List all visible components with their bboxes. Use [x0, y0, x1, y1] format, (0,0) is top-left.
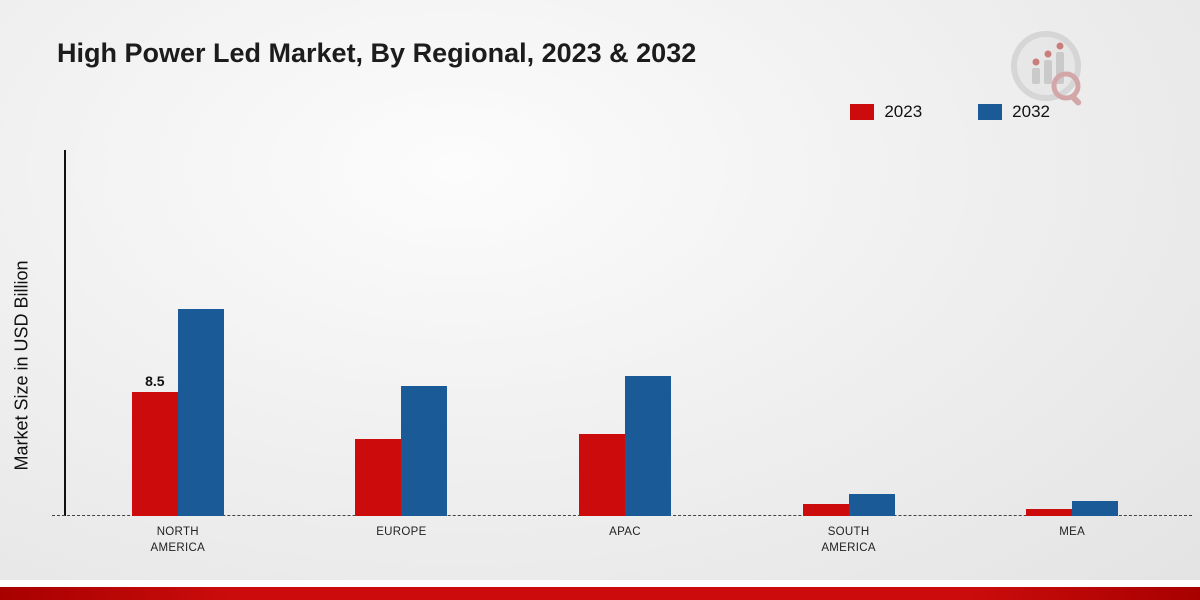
y-axis-label: Market Size in USD Billion [11, 260, 32, 471]
bar-group: EUROPE [355, 150, 448, 538]
category-label: APAC [609, 526, 641, 538]
bar-group: MEA [1026, 150, 1119, 538]
legend-swatch-2032-icon [978, 104, 1003, 120]
page-title: High Power Led Market, By Regional, 2023… [57, 38, 697, 68]
category-label: EUROPE [376, 526, 427, 538]
legend-item-2032: 2032 [978, 102, 1050, 122]
legend-label-2023: 2023 [884, 102, 923, 121]
bar-2023 [578, 434, 625, 516]
bar-2032 [401, 386, 448, 516]
y-axis-line [64, 150, 66, 516]
bar-2032 [1072, 501, 1119, 516]
bar-value-label: 8.5 [145, 372, 165, 389]
bar-2023: 8.5 [131, 373, 178, 516]
category-label: SOUTH AMERICA [821, 526, 876, 554]
brand-logo-icon [1011, 31, 1082, 106]
bar-group: SOUTH AMERICA [802, 150, 895, 554]
bar-2032 [177, 308, 224, 516]
bar-2032 [848, 494, 895, 516]
legend-label-2032: 2032 [1012, 102, 1050, 121]
plot-area: 8.5 NORTH AMERICA EUROPE APAC SOUTH AMERICA M… [66, 150, 1184, 554]
category-label: MEA [1059, 526, 1086, 538]
bar-2032 [624, 375, 671, 516]
bar-group: APAC [578, 150, 671, 538]
bar-2023 [1026, 508, 1073, 516]
bar-2023 [355, 438, 402, 516]
chart-legend: 2023 2032 [850, 102, 1050, 122]
footer-red-band [0, 587, 1200, 600]
bar-group: 8.5 NORTH AMERICA [131, 150, 224, 554]
footer-white-band [0, 580, 1200, 587]
legend-swatch-2023-icon [850, 104, 875, 120]
legend-item-2023: 2023 [850, 102, 922, 122]
category-label: NORTH AMERICA [150, 526, 206, 554]
bar-2023 [802, 504, 849, 516]
